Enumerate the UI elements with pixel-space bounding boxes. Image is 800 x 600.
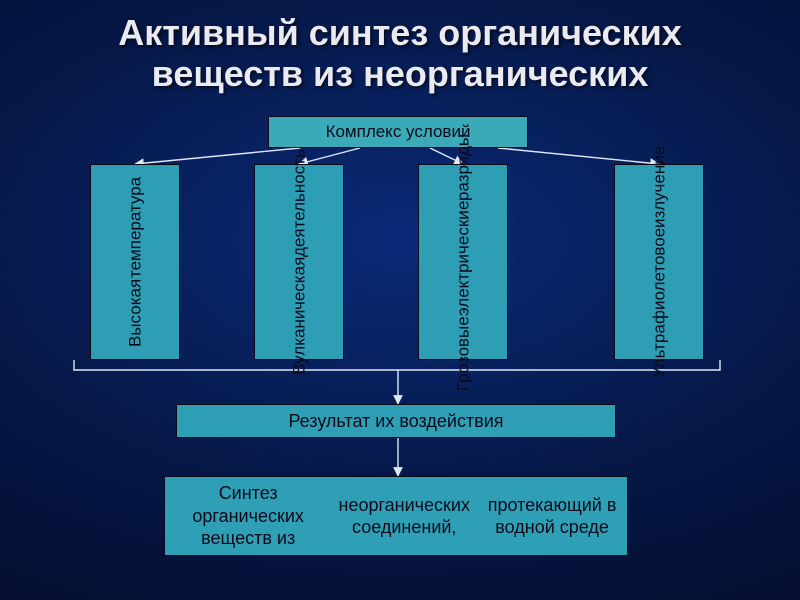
result-box: Результат их воздействия bbox=[176, 404, 616, 438]
conditions-box: Комплекс условий bbox=[268, 116, 528, 148]
condition-lightning-discharges: Грозовыеэлектрическиеразряды bbox=[418, 164, 508, 360]
condition-volcanic-activity: Вулканическаядеятельность bbox=[254, 164, 344, 360]
page-title: Активный синтез органических веществ из … bbox=[0, 12, 800, 95]
title-line-1: Активный синтез органических bbox=[118, 12, 681, 53]
condition-high-temperature: Высокаятемпература bbox=[90, 164, 180, 360]
synthesis-box: Синтез органических веществ изнеорганиче… bbox=[164, 476, 628, 556]
condition-uv-radiation: Ультрафиолетовоеизлучение bbox=[614, 164, 704, 360]
title-line-2: веществ из неорганических bbox=[152, 53, 649, 94]
